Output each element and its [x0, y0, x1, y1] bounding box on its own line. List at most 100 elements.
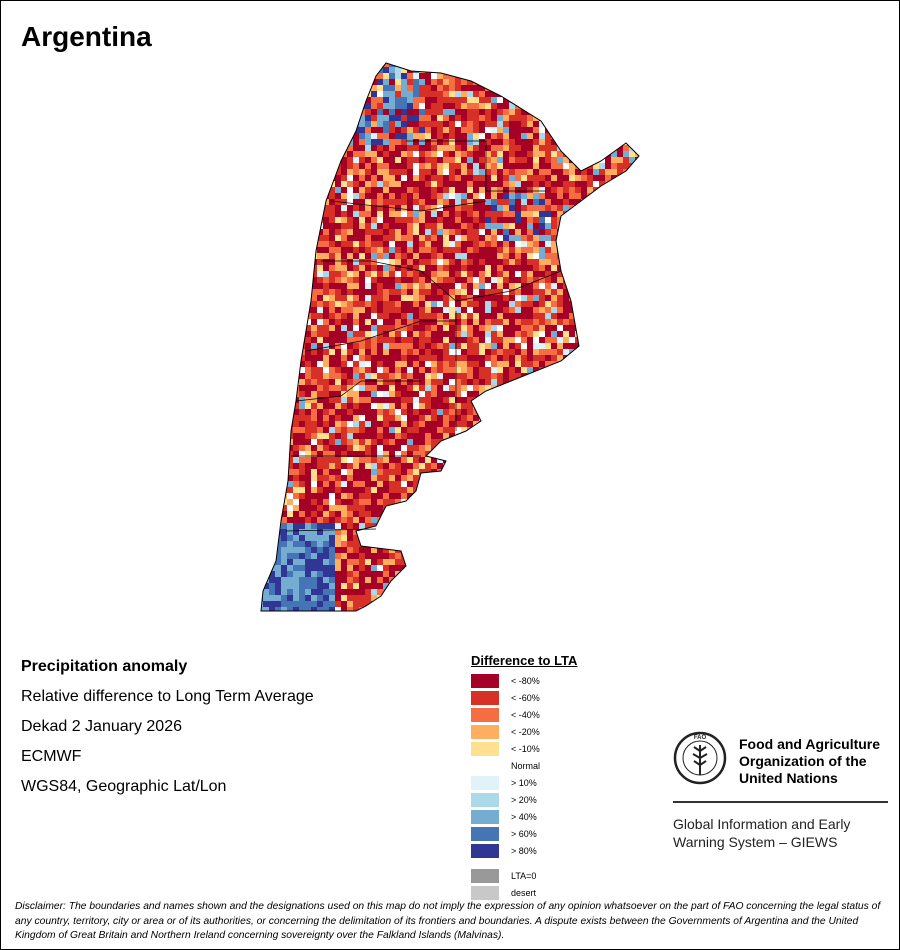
map-cell [539, 469, 545, 475]
map-cell [521, 319, 527, 325]
map-cell [341, 493, 347, 499]
map-cell [395, 229, 401, 235]
map-cell [635, 133, 639, 139]
map-cell [455, 91, 461, 97]
map-cell [323, 343, 329, 349]
map-cell [533, 361, 539, 367]
map-cell [437, 229, 443, 235]
map-cell [623, 121, 629, 127]
map-cell [395, 427, 401, 433]
map-cell [293, 79, 299, 85]
map-cell [335, 63, 341, 67]
map-cell [491, 325, 497, 331]
map-cell [641, 349, 647, 355]
map-cell [587, 325, 593, 331]
map-cell [419, 481, 425, 487]
map-cell [449, 415, 455, 421]
map-cell [491, 355, 497, 361]
map-cell [587, 241, 593, 247]
map-cell [263, 133, 269, 139]
map-cell [311, 181, 317, 187]
map-cell [407, 481, 413, 487]
map-cell [479, 277, 485, 283]
map-cell [389, 283, 395, 289]
map-cell [623, 181, 629, 187]
map-cell [263, 445, 269, 451]
map-cell [281, 97, 287, 103]
map-cell [491, 145, 497, 151]
map-cell [317, 277, 323, 283]
map-cell [605, 367, 611, 373]
map-cell [287, 103, 293, 109]
map-cell [359, 439, 365, 445]
map-cell [641, 139, 647, 145]
map-cell [377, 175, 383, 181]
map-cell [473, 115, 479, 121]
map-cell [413, 229, 419, 235]
map-cell [443, 409, 449, 415]
map-cell [461, 169, 467, 175]
map-cell [539, 307, 545, 313]
map-cell [641, 175, 647, 181]
map-cell [617, 487, 623, 493]
map-cell [437, 211, 443, 217]
map-cell [521, 403, 527, 409]
map-cell [413, 337, 419, 343]
map-cell [503, 361, 509, 367]
map-cell [413, 253, 419, 259]
map-cell [467, 217, 473, 223]
map-cell [353, 517, 359, 523]
map-cell [569, 223, 575, 229]
map-cell [299, 223, 305, 229]
map-cell [353, 109, 359, 115]
map-cell [293, 469, 299, 475]
map-cell [323, 517, 329, 523]
map-cell [359, 457, 365, 463]
map-cell [341, 63, 347, 67]
map-cell [335, 97, 341, 103]
map-cell [431, 337, 437, 343]
map-cell [551, 307, 557, 313]
map-cell [389, 421, 395, 427]
map-cell [533, 211, 539, 217]
map-cell [431, 295, 437, 301]
map-cell [449, 403, 455, 409]
map-cell [359, 295, 365, 301]
map-cell [293, 169, 299, 175]
map-cell [395, 337, 401, 343]
map-cell [485, 283, 491, 289]
map-cell [629, 205, 635, 211]
map-cell [365, 397, 371, 403]
map-cell [305, 373, 311, 379]
map-cell [419, 97, 425, 103]
map-cell [419, 115, 425, 121]
map-cell [437, 295, 443, 301]
map-cell [611, 63, 617, 67]
map-cell [293, 127, 299, 133]
map-cell [359, 481, 365, 487]
map-cell [563, 445, 569, 451]
map-cell [389, 481, 395, 487]
map-cell [461, 373, 467, 379]
map-cell [593, 367, 599, 373]
map-cell [395, 421, 401, 427]
map-cell [365, 115, 371, 121]
map-cell [383, 169, 389, 175]
map-cell [605, 409, 611, 415]
map-cell [467, 463, 473, 469]
map-cell [377, 337, 383, 343]
map-cell [605, 115, 611, 121]
map-cell [521, 307, 527, 313]
map-cell [581, 265, 587, 271]
map-cell [383, 277, 389, 283]
map-cell [497, 97, 503, 103]
map-cell [461, 415, 467, 421]
map-cell [617, 103, 623, 109]
map-cell [287, 289, 293, 295]
map-cell [335, 517, 341, 523]
map-cell [431, 517, 437, 523]
map-cell [299, 373, 305, 379]
map-cell [635, 139, 639, 145]
map-cell [611, 151, 617, 157]
map-cell [371, 319, 377, 325]
